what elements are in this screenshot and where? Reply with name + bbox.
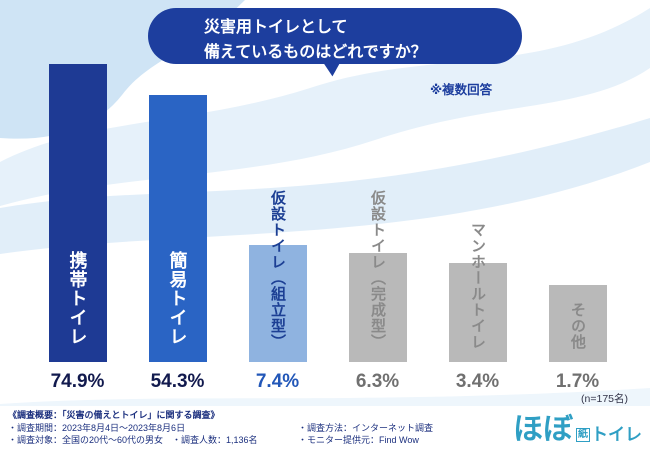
sample-size-note: (n=175名) xyxy=(581,393,628,405)
bar-category-label: 携帯トイレ xyxy=(67,251,88,346)
bar xyxy=(248,245,307,362)
bar xyxy=(548,285,607,362)
bar xyxy=(348,253,407,362)
bar-column: 仮設トイレ（組立型） 7.4% xyxy=(230,62,325,392)
bar-category-label: その他 xyxy=(569,302,586,350)
title-line-1: 災害用トイレとして xyxy=(204,19,348,36)
multiple-answers-note: ※複数回答 xyxy=(430,83,493,97)
survey-target: ・調査対象：全国の20代～60代の男女 ・調査人数：1,136名 xyxy=(8,435,258,445)
bar-value-label: 3.4% xyxy=(455,371,500,392)
bar-category-label: 仮設トイレ（完成型） xyxy=(369,190,386,350)
bar-category-label: 仮設トイレ（組立型） xyxy=(269,190,286,350)
bar xyxy=(448,263,507,362)
survey-method: ・調査方法：インターネット調査 xyxy=(298,422,434,433)
bar-column: 携帯トイレ 74.9% xyxy=(30,62,125,392)
bar-value-label: 1.7% xyxy=(555,371,600,392)
bar-value-label: 74.9% xyxy=(50,371,105,392)
bar-value-label: 7.4% xyxy=(255,371,300,392)
bar-column: 簡易トイレ 54.3% xyxy=(130,62,225,392)
survey-monitor-source: ・モニター提供元：Find Wow xyxy=(298,435,419,445)
bar-category-label: 簡易トイレ xyxy=(167,251,188,346)
title-bubble: 災害用トイレとして 備えているものはどれですか？ xyxy=(148,8,522,64)
bar-column: 仮設トイレ（完成型） 6.3% xyxy=(330,62,425,392)
bar-category-label: マンホールトイレ xyxy=(469,222,486,350)
logo-text-tail: トイレ xyxy=(591,425,642,444)
bar-value-label: 54.3% xyxy=(150,371,205,392)
title-line-2: 備えているものはどれですか？ xyxy=(204,43,427,61)
bar-column: マンホールトイレ 3.4% xyxy=(430,62,525,392)
survey-period: ・調査期間：2023年8月4日～2023年8月6日 xyxy=(8,422,186,433)
logo-text-main: ほぼ xyxy=(513,413,573,446)
bar-value-label: 6.3% xyxy=(355,371,400,392)
bar-chart: 携帯トイレ 74.9% 簡易トイレ 54.3% 仮設トイレ（組立型） 7.4% 仮設トイレ（… xyxy=(30,62,625,392)
logo-hobo-kami-toire: ほぼ 紙 トイレ xyxy=(513,415,642,445)
bar-column: その他 1.7% xyxy=(530,62,625,392)
logo-text-sub: 紙 xyxy=(576,428,590,442)
